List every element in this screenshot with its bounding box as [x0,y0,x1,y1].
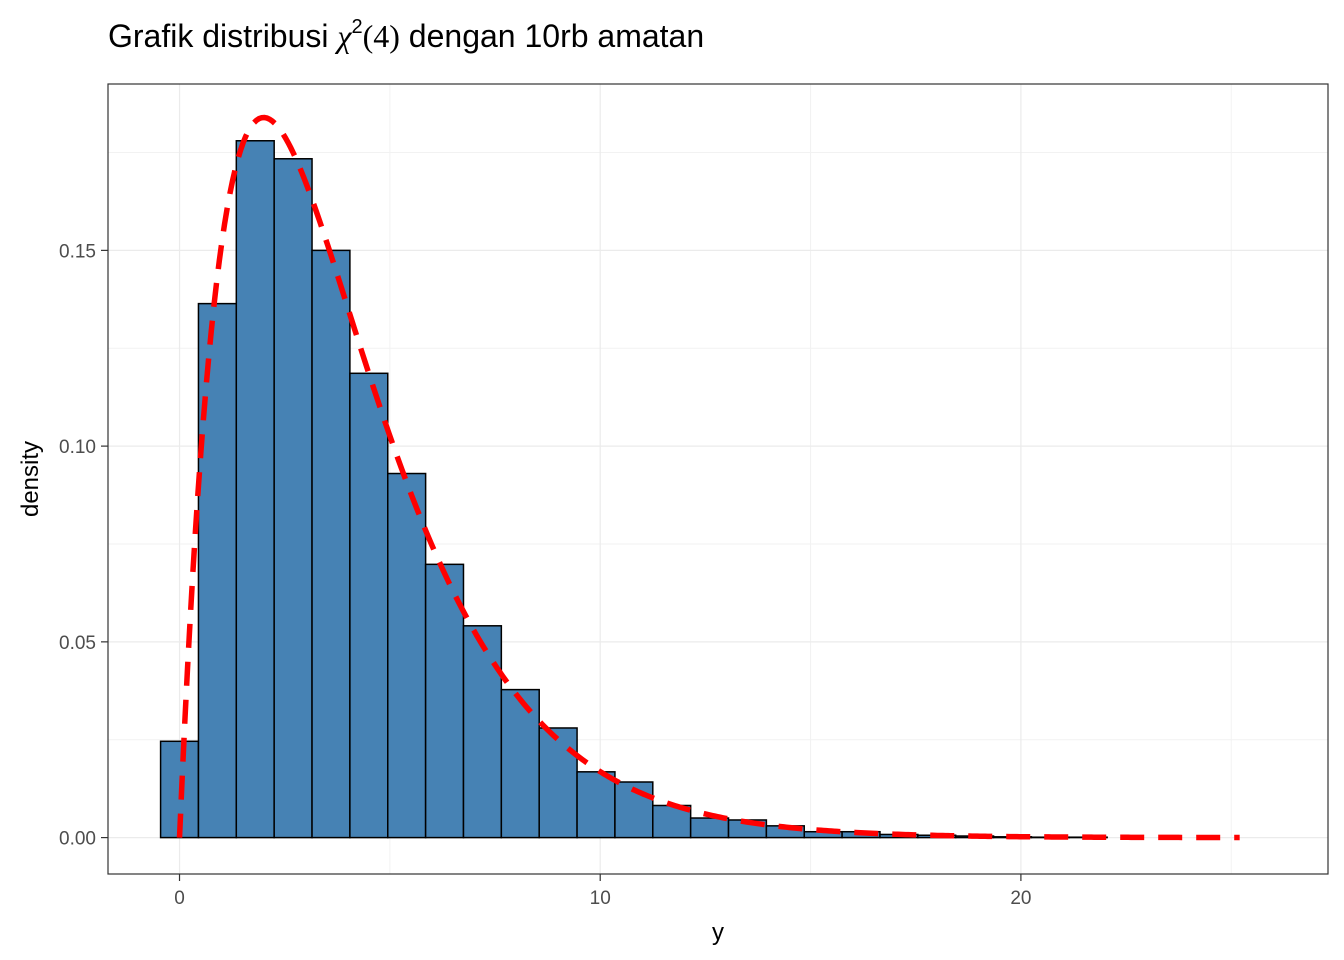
chart-title: Grafik distribusi χ2(4) dengan 10rb amat… [108,16,705,55]
histogram-bar-14 [689,817,730,839]
x-axis: 0 10 20 [174,874,1031,909]
histogram-bar-2 [235,140,275,839]
title-prefix: Grafik distribusi [108,18,338,54]
title-chi-symbol: χ [337,18,352,54]
title-superscript: 2 [351,16,363,38]
histogram-bar-4 [311,249,351,839]
y-axis: 0.00 0.05 0.10 0.15 [59,241,108,850]
x-tick-label-0: 0 [174,888,185,909]
x-axis-title: y [712,919,724,946]
y-axis-title: density [17,441,44,517]
density-curve [176,114,1240,841]
histogram-bar-10 [538,727,578,839]
histogram-bar-3 [273,158,313,839]
y-tick-label-3: 0.15 [59,241,96,262]
y-tick-label-1: 0.05 [59,633,96,654]
chi-square-density-line [176,114,1240,841]
x-tick-label-1: 10 [590,888,611,909]
histogram-bar-9 [500,688,540,839]
x-tick-label-2: 20 [1010,888,1031,909]
histogram-bar-11 [576,771,616,839]
histogram-bar-8 [462,625,503,839]
panel-border [107,83,1329,875]
y-tick-label-2: 0.10 [59,437,96,458]
histogram-bar-1 [197,302,238,839]
title-argument: (4) [362,18,400,54]
histogram-bar-6 [387,472,427,839]
histogram-bar-5 [349,372,389,839]
histogram-bar-7 [424,563,465,839]
histogram-bars [159,140,1108,839]
y-tick-label-0: 0.00 [59,829,96,850]
title-suffix: dengan 10rb amatan [399,18,705,54]
